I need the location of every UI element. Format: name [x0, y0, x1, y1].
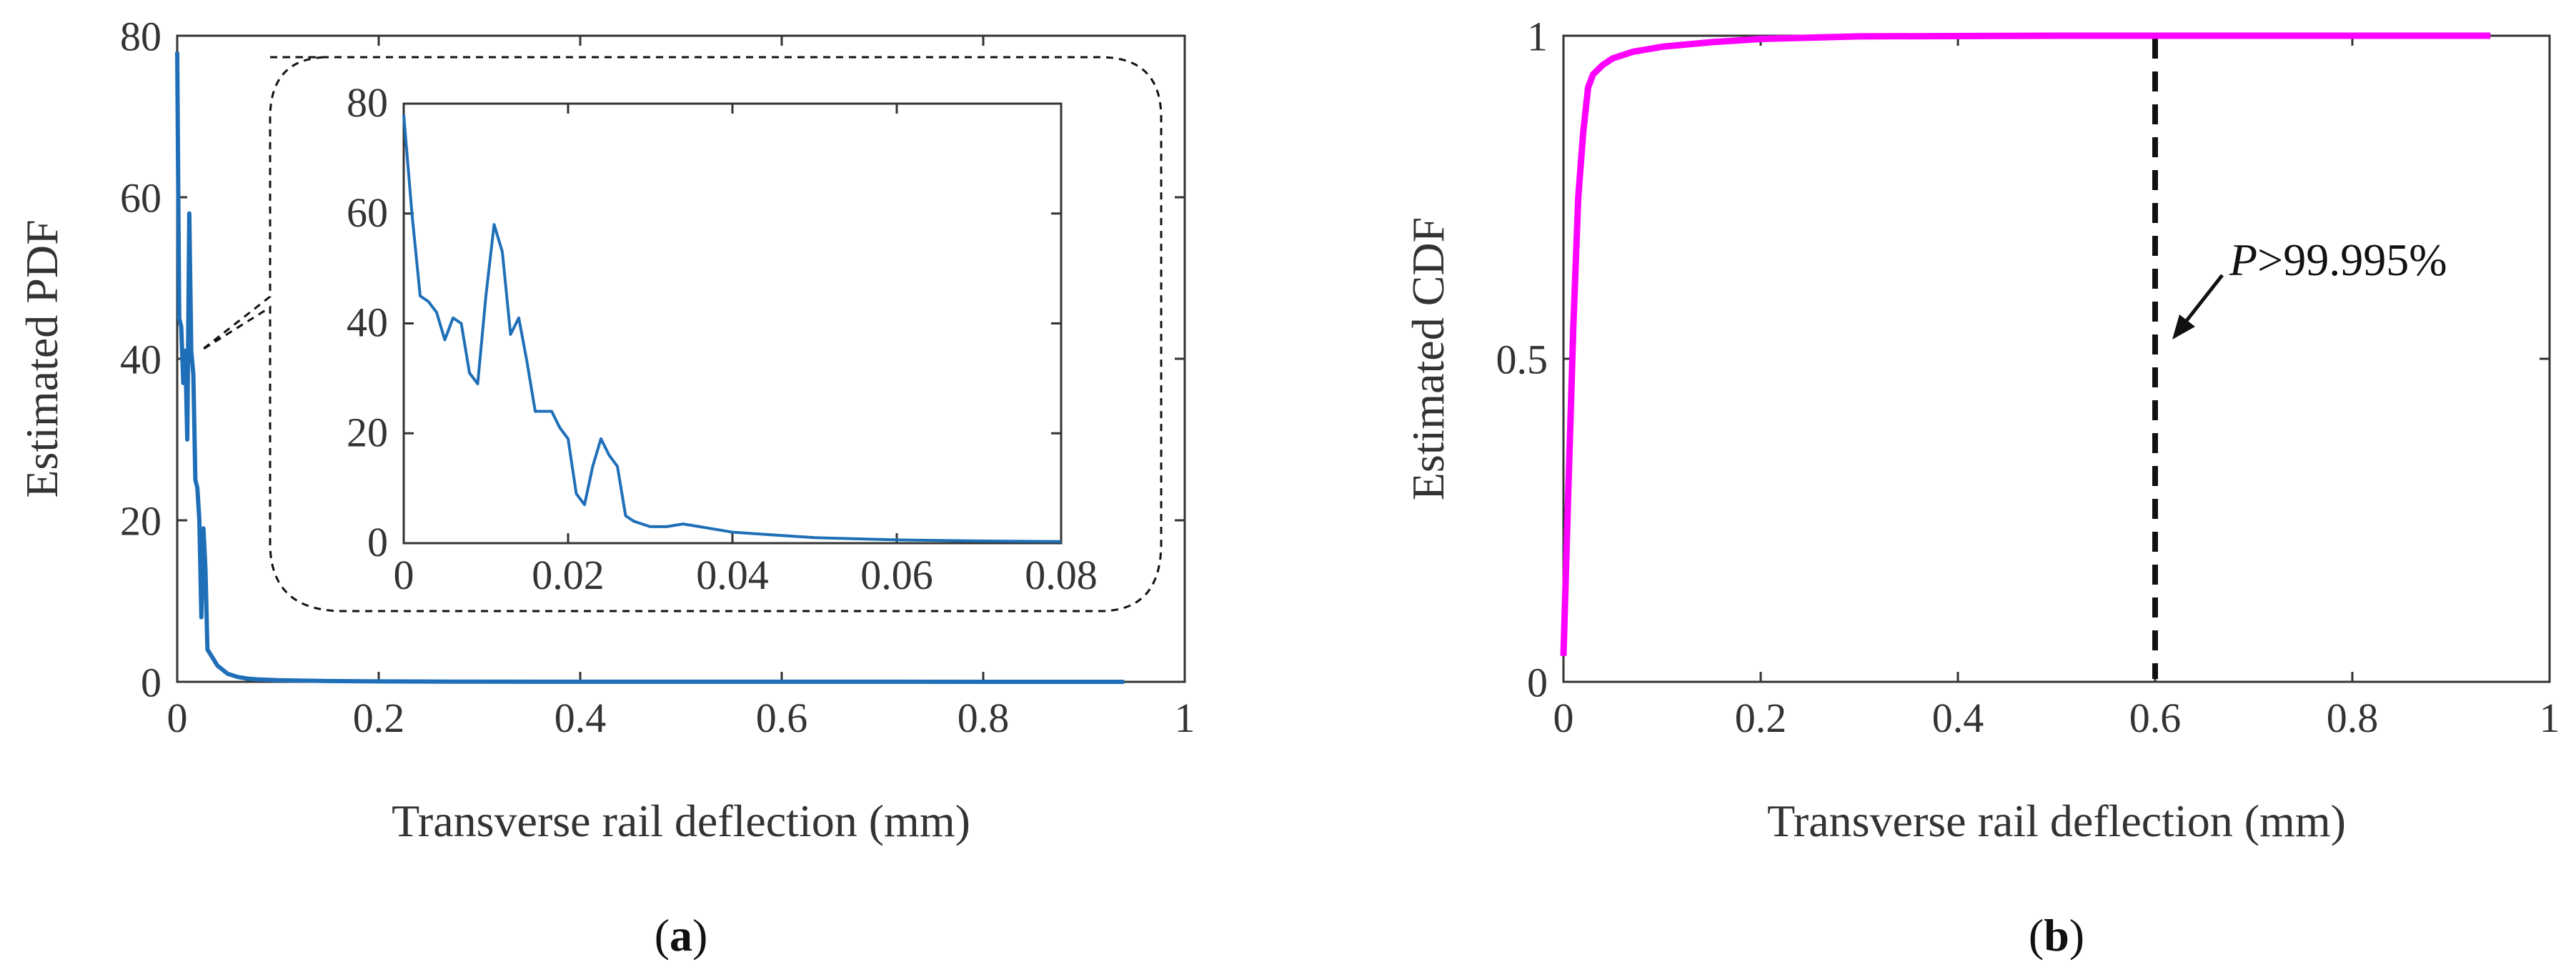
b-ytick-label: 0: [1527, 659, 1548, 705]
annotation-text: P>99.995%: [2229, 234, 2447, 285]
caption-b: (b): [2029, 910, 2084, 961]
axis-ticks-b: 0 0.2 0.4 0.6 0.8 1 0 0.5 1: [1496, 13, 2560, 741]
cdf-curve: [1560, 32, 2491, 656]
b-xtick-label: 0.2: [1735, 695, 1787, 741]
b-ytick-label: 1: [1527, 13, 1548, 59]
inset-xtick-label: 0.04: [696, 552, 769, 598]
caption-a: (a): [655, 910, 708, 961]
b-xtick-label: 0: [1553, 695, 1574, 741]
ylabel-a: Estimated PDF: [16, 219, 67, 497]
inset-ticks: 0 0.02 0.04 0.06 0.08 0 20 40 60 80: [347, 79, 1098, 598]
a-xtick-label: 0.8: [958, 695, 1010, 741]
a-ytick-label: 40: [120, 336, 161, 382]
inset-xtick-label: 0: [394, 552, 414, 598]
annotation-arrow: [2172, 274, 2224, 339]
inset-xtick-label: 0.08: [1025, 552, 1098, 598]
inset-frame: [402, 102, 1063, 545]
xlabel-b: Transverse rail deflection (mm): [1767, 795, 2346, 846]
b-xtick-label: 1: [2540, 695, 2560, 741]
ylabel-b: Estimated CDF: [1403, 217, 1453, 500]
inset-pdf-curve: [402, 114, 1062, 543]
a-xtick-label: 1: [1175, 695, 1195, 741]
a-ytick-label: 0: [141, 659, 161, 705]
a-ytick-label: 80: [120, 13, 161, 59]
panel-a: 0 0.2 0.4 0.6 0.8 1 0 20 40 60 80 0 0.02 0.04 0.06 0.0…: [16, 13, 1195, 961]
inset-ytick-label: 0: [367, 519, 388, 565]
inset-xtick-label: 0.06: [860, 552, 933, 598]
inset-ytick-label: 60: [347, 189, 388, 236]
a-xtick-label: 0.2: [353, 695, 405, 741]
inset-ytick-label: 20: [347, 409, 388, 455]
axes-frame-b: [1562, 34, 2551, 683]
a-ytick-label: 60: [120, 174, 161, 221]
a-xtick-label: 0.6: [756, 695, 808, 741]
a-xtick-label: 0: [167, 695, 188, 741]
xlabel-a: Transverse rail deflection (mm): [392, 795, 970, 846]
inset-xtick-label: 0.02: [532, 552, 605, 598]
axis-ticks-a: 0 0.2 0.4 0.6 0.8 1 0 20 40 60 80: [120, 13, 1195, 741]
a-xtick-label: 0.4: [555, 695, 607, 741]
b-ytick-label: 0.5: [1496, 336, 1548, 382]
inset-ytick-label: 80: [347, 79, 388, 126]
b-xtick-label: 0.6: [2129, 695, 2182, 741]
b-xtick-label: 0.8: [2327, 695, 2379, 741]
b-xtick-label: 0.4: [1932, 695, 1984, 741]
a-ytick-label: 20: [120, 497, 161, 544]
pdf-curve: [175, 51, 1125, 684]
panel-b: 0 0.2 0.4 0.6 0.8 1 0 0.5 1 P>99.995% Transverse…: [1403, 13, 2560, 961]
inset-ytick-label: 40: [347, 299, 388, 346]
